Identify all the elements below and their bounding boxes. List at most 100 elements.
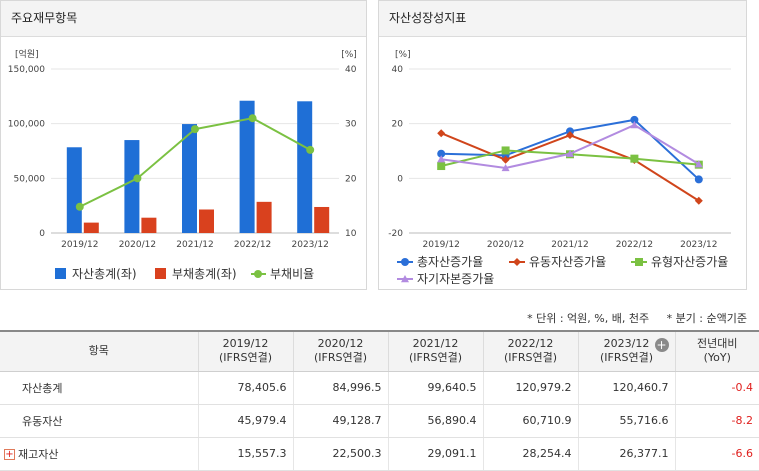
- period-note: * 분기 : 순액기준: [666, 312, 747, 325]
- debt-ratio-point: [75, 202, 84, 211]
- table-cell: 99,640.5: [387, 371, 483, 405]
- row-label: 유동자산: [0, 404, 198, 438]
- y-right-tick-label: 40: [345, 65, 357, 75]
- legend-label: 유동자산증가율: [529, 255, 606, 269]
- header-col-4: 2022/12 (IFRS연결): [482, 330, 578, 372]
- x-tick-label: 2021/12: [551, 240, 588, 250]
- bar-assets: [297, 101, 313, 234]
- asset-growth-title: 자산성장성지표: [379, 1, 746, 37]
- yoy-cell: -0.4: [674, 371, 759, 405]
- header-col-5: 2023/12 (IFRS연결) +: [577, 330, 675, 372]
- expand-row-icon[interactable]: +: [4, 449, 15, 460]
- bar-liabilities: [199, 209, 214, 233]
- y-right-unit: [%]: [341, 50, 357, 60]
- series-point: [437, 129, 446, 138]
- table-cell: 49,128.7: [292, 404, 388, 438]
- legend-swatch: [401, 275, 409, 283]
- series-point: [501, 146, 510, 155]
- series-point: [630, 154, 639, 163]
- bar-assets: [182, 124, 197, 233]
- series-point: [630, 121, 639, 129]
- x-tick-label: 2019/12: [423, 240, 460, 250]
- row-label-expandable: + 재고자산: [0, 437, 198, 471]
- table-cell: 84,996.5: [292, 371, 388, 405]
- header-yoy: 전년대비 (YoY): [674, 330, 759, 372]
- bar-liabilities: [314, 206, 330, 233]
- y-unit: [%]: [395, 50, 411, 60]
- table-cell: 45,979.4: [197, 404, 293, 438]
- x-tick-label: 2022/12: [234, 240, 271, 250]
- table-cell: 26,377.1: [577, 437, 675, 471]
- x-tick-label: 2021/12: [176, 240, 213, 250]
- legend-label: 부채비율: [270, 267, 314, 281]
- x-tick-label: 2022/12: [616, 240, 653, 250]
- legend-swatch: [635, 258, 643, 266]
- x-tick-label: 2020/12: [487, 240, 524, 250]
- unit-note: * 단위 : 억원, %, 배, 천주: [527, 312, 650, 325]
- y-left-tick-label: 50,000: [14, 174, 46, 184]
- series-point: [501, 163, 510, 172]
- asset-growth-chart: [%] 40 20 0 -20 2019/12 2020/12 2021/12 2022/12 2…: [388, 50, 731, 286]
- financial-items-title: 주요재무항목: [1, 1, 366, 37]
- series-point: [501, 155, 510, 164]
- table-cell: 120,460.7: [577, 371, 675, 405]
- series-point: [694, 175, 703, 184]
- legend-swatch: [401, 258, 409, 266]
- bar-liabilities: [256, 201, 272, 233]
- legend-label: 자산총계(좌): [72, 267, 137, 281]
- legend-swatch: [513, 258, 521, 266]
- series-point: [566, 149, 574, 157]
- y-left-unit: [억원]: [15, 48, 39, 60]
- header-col-2: 2020/12 (IFRS연결): [292, 330, 388, 372]
- debt-ratio-point: [191, 125, 199, 134]
- series-point: [694, 160, 703, 168]
- series-point: [437, 162, 446, 171]
- x-tick-label: 2020/12: [119, 240, 156, 250]
- series-point: [437, 149, 446, 158]
- legend-label: 부채총계(좌): [172, 267, 237, 281]
- header-col-1: 2019/12 (IFRS연결): [197, 330, 293, 372]
- table-cell: 22,500.3: [292, 437, 388, 471]
- table-row: 자산총계 78,405.6 84,996.5 99,640.5 120,979.…: [0, 371, 759, 405]
- y-tick-label: 40: [392, 65, 404, 75]
- bar-assets: [66, 147, 82, 233]
- row-label: 자산총계: [0, 371, 198, 405]
- financial-items-chart: [억원] [%] 150,000 100,000 50,000 0 40 30 20 10 2019…: [8, 48, 357, 281]
- legend-swatch: [254, 270, 262, 278]
- table-cell: 78,405.6: [197, 371, 293, 405]
- y-left-tick-label: 100,000: [8, 120, 45, 130]
- financial-items-panel: 주요재무항목 [억원] [%] 150,000 100,000 50,000 0 40 30 2…: [0, 0, 367, 290]
- series-point: [630, 115, 639, 124]
- legend-label: 총자산증가율: [417, 255, 483, 269]
- x-tick-label: 2023/12: [680, 240, 717, 250]
- table-row: 유동자산 45,979.4 49,128.7 56,890.4 60,710.9…: [0, 404, 759, 438]
- legend-label: 유형자산증가율: [651, 255, 728, 269]
- bar-assets: [124, 140, 140, 233]
- bar-liabilities: [141, 217, 157, 233]
- header-col-3: 2021/12 (IFRS연결): [387, 330, 483, 372]
- asset-growth-panel: 자산성장성지표 [%] 40 20 0 -20 2019/12 2020/12 2021/12…: [378, 0, 747, 290]
- table-cell: 29,091.1: [387, 437, 483, 471]
- y-left-tick-label: 150,000: [8, 65, 45, 75]
- table-cell: 60,710.9: [482, 404, 578, 438]
- y-tick-label: 0: [397, 174, 403, 184]
- table-cell: 120,979.2: [482, 371, 578, 405]
- y-right-tick-label: 10: [345, 229, 357, 239]
- table-row: + 재고자산 15,557.3 22,500.3 29,091.1 28,254.…: [0, 437, 759, 471]
- y-right-tick-label: 20: [345, 174, 357, 184]
- series-point: [437, 155, 446, 163]
- table-cell: 55,716.6: [577, 404, 675, 438]
- bar-assets: [239, 100, 255, 234]
- debt-ratio-point: [133, 174, 142, 183]
- y-right-tick-label: 30: [345, 120, 357, 130]
- debt-ratio-point: [248, 114, 257, 123]
- y-tick-label: 20: [392, 120, 404, 130]
- y-tick-label: -20: [388, 229, 403, 239]
- x-tick-label: 2023/12: [292, 240, 329, 250]
- financial-table: 항목 2019/12 (IFRS연결) 2020/12 (IFRS연결) 2021/…: [0, 330, 759, 471]
- row-label: 재고자산: [18, 447, 59, 461]
- add-column-icon[interactable]: +: [654, 338, 669, 352]
- table-cell: 56,890.4: [387, 404, 483, 438]
- table-cell: 28,254.4: [482, 437, 578, 471]
- header-item: 항목: [0, 330, 198, 372]
